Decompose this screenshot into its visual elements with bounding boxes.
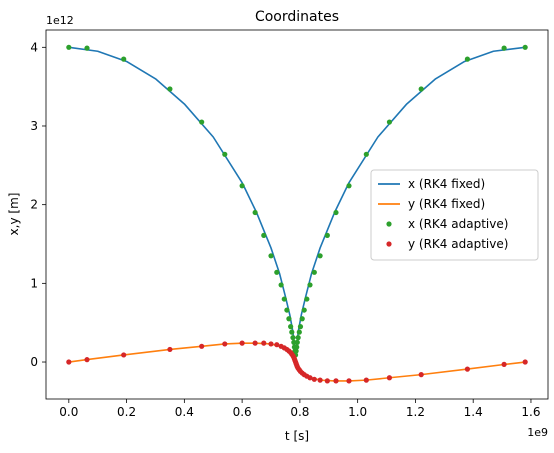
data-point-x-rk4-adaptive	[301, 307, 307, 313]
data-point-y-rk4-adaptive	[84, 357, 90, 363]
data-point-x-rk4-adaptive	[324, 232, 330, 238]
data-point-x-rk4-adaptive	[386, 119, 393, 125]
y-tick-label: 0	[30, 355, 38, 369]
legend: x (RK4 fixed) y (RK4 fixed) x (RK4 adapt…	[370, 169, 539, 261]
y-tick-label: 3	[30, 119, 38, 133]
x-tick-label: 1.4	[464, 405, 483, 419]
data-point-y-rk4-adaptive	[167, 346, 173, 353]
data-point-y-rk4-adaptive	[464, 366, 471, 372]
data-point-x-rk4-adaptive	[281, 296, 287, 302]
x-tick-label: 0.6	[233, 405, 252, 419]
y-tick-label: 2	[30, 198, 38, 212]
data-point-x-rk4-adaptive	[304, 296, 310, 302]
data-point-y-rk4-adaptive	[274, 342, 280, 348]
legend-label-x-fixed: x (RK4 fixed)	[408, 177, 485, 191]
data-point-x-rk4-adaptive	[307, 282, 313, 288]
data-point-y-rk4-adaptive	[346, 378, 352, 384]
data-point-y-rk4-adaptive	[311, 376, 317, 382]
data-point-x-rk4-adaptive	[297, 324, 304, 330]
data-point-y-rk4-adaptive	[121, 352, 127, 358]
data-point-y-rk4-adaptive	[252, 340, 258, 346]
data-point-x-rk4-adaptive	[418, 86, 424, 92]
data-point-x-rk4-adaptive	[84, 45, 90, 51]
data-point-x-rk4-adaptive	[286, 316, 292, 322]
data-point-x-rk4-adaptive	[464, 56, 471, 62]
legend-box	[370, 169, 539, 261]
legend-label-y-fixed: y (RK4 fixed)	[408, 197, 485, 211]
data-point-y-rk4-adaptive	[66, 359, 72, 365]
x-tick-label: 1.6	[521, 405, 540, 419]
x-tick-label: 0.8	[290, 405, 309, 419]
x-tick-label: 1.0	[348, 405, 367, 419]
chart-title: Coordinates	[255, 9, 339, 25]
data-point-x-rk4-adaptive	[346, 183, 352, 189]
data-point-x-rk4-adaptive	[167, 86, 173, 92]
y-axis-label: x,y [m]	[7, 193, 21, 236]
data-point-x-rk4-adaptive	[299, 316, 305, 322]
ticks-layer: 0.0 0.2 0.4 0.6 0.8 1.0 1.2 1.4 1.6 0 1 2 3 4	[30, 40, 540, 419]
x-tick-label: 0.2	[117, 405, 136, 419]
data-point-x-rk4-adaptive	[284, 307, 290, 313]
x-tick-label: 0.0	[59, 405, 78, 419]
data-point-y-rk4-adaptive	[199, 343, 205, 349]
data-point-y-rk4-adaptive	[418, 372, 424, 378]
data-point-y-rk4-adaptive	[307, 375, 313, 381]
data-point-y-rk4-adaptive	[363, 377, 369, 383]
series-layer	[66, 44, 528, 384]
data-point-x-rk4-adaptive	[222, 151, 228, 157]
data-point-x-rk4-adaptive	[288, 324, 294, 330]
data-point-y-rk4-adaptive	[261, 340, 267, 346]
y-tick-label: 4	[30, 40, 38, 54]
data-point-y-rk4-adaptive	[501, 361, 507, 367]
data-point-x-rk4-adaptive	[121, 56, 127, 62]
data-point-y-rk4-adaptive	[386, 375, 393, 381]
data-point-x-rk4-adaptive	[522, 44, 528, 50]
data-point-x-rk4-adaptive	[311, 269, 317, 275]
data-point-x-rk4-adaptive	[363, 151, 369, 157]
data-point-y-rk4-adaptive	[522, 359, 528, 365]
y-offset-text: 1e12	[46, 14, 74, 27]
data-point-x-rk4-adaptive	[290, 335, 296, 341]
data-point-y-rk4-adaptive	[317, 377, 323, 383]
data-point-x-rk4-adaptive	[333, 209, 339, 216]
legend-marker-x-adaptive	[386, 221, 392, 227]
data-point-x-rk4-adaptive	[239, 183, 245, 189]
data-point-x-rk4-adaptive	[294, 344, 300, 350]
data-point-x-rk4-adaptive	[278, 282, 284, 288]
data-point-y-rk4-adaptive	[324, 378, 330, 384]
data-point-y-rk4-adaptive	[268, 341, 274, 347]
data-point-x-rk4-adaptive	[317, 253, 323, 259]
plot-frame	[45, 29, 549, 400]
x-tick-label: 1.2	[406, 405, 425, 419]
y-tick-label: 1	[30, 276, 38, 290]
x-axis-label: t [s]	[285, 429, 309, 443]
data-point-x-rk4-adaptive	[66, 44, 72, 50]
legend-marker-y-adaptive	[386, 241, 392, 247]
data-point-x-rk4-adaptive	[252, 209, 258, 216]
data-point-y-rk4-adaptive	[239, 340, 245, 346]
data-point-x-rk4-adaptive	[268, 253, 274, 259]
data-point-x-rk4-adaptive	[199, 119, 205, 125]
x-offset-text: 1e9	[527, 426, 548, 439]
data-point-x-rk4-adaptive	[274, 269, 280, 275]
data-point-x-rk4-adaptive	[261, 232, 267, 238]
data-point-y-rk4-adaptive	[222, 341, 228, 347]
legend-label-y-adaptive: y (RK4 adaptive)	[408, 237, 508, 251]
legend-label-x-adaptive: x (RK4 adaptive)	[408, 217, 508, 231]
data-point-x-rk4-adaptive	[501, 45, 507, 51]
data-point-x-rk4-adaptive	[294, 339, 300, 345]
data-point-x-rk4-adaptive	[296, 329, 302, 335]
data-point-x-rk4-adaptive	[289, 329, 295, 335]
x-tick-label: 0.4	[175, 405, 194, 419]
data-point-x-rk4-adaptive	[295, 335, 301, 341]
data-point-y-rk4-adaptive	[333, 378, 339, 384]
data-point-x-rk4-adaptive	[293, 348, 299, 354]
